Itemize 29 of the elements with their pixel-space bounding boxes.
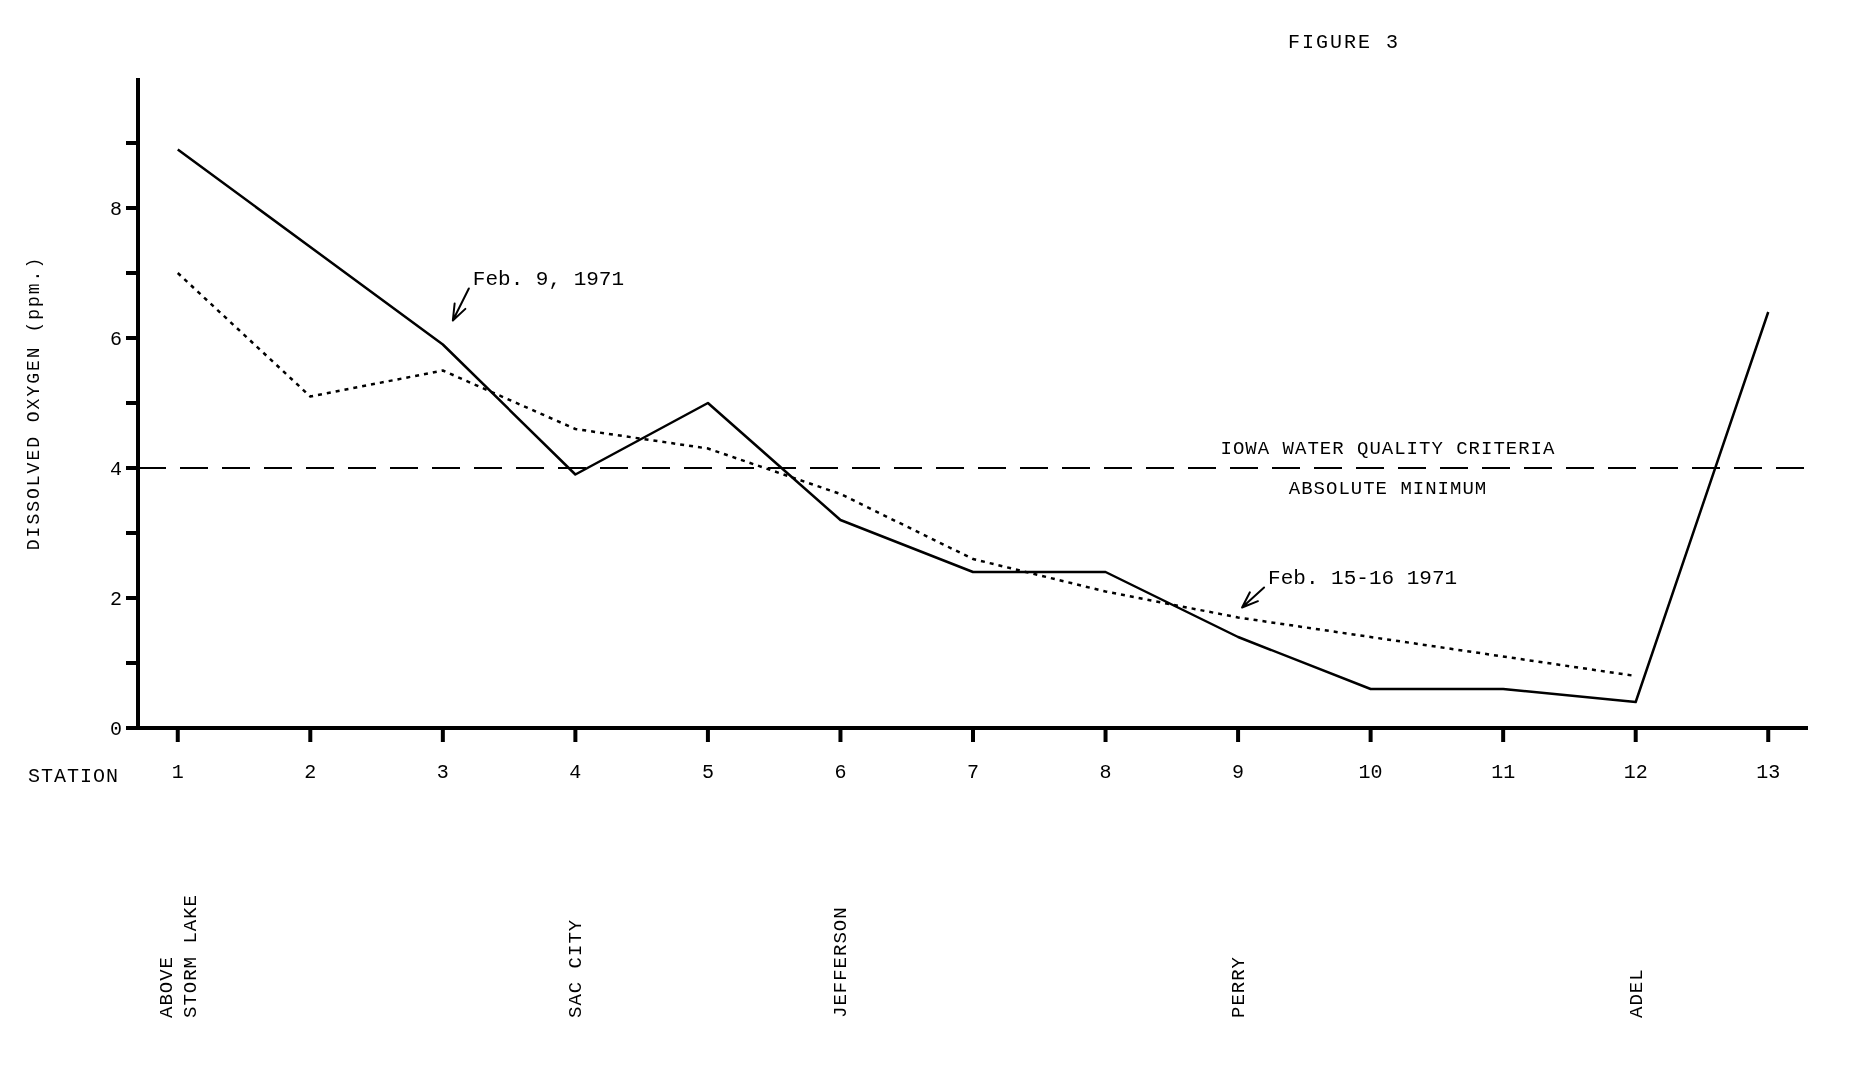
y-axis-title: DISSOLVED OXYGEN (ppm.) <box>24 255 45 551</box>
x-tick-label: 2 <box>304 761 317 785</box>
y-tick-label: 4 <box>109 458 122 481</box>
series-label: Feb. 15-16 1971 <box>1268 566 1458 590</box>
text: JEFFERSON <box>830 906 853 1018</box>
x-axis-title: STATION <box>28 765 120 788</box>
ref-line-label: IOWA WATER QUALITY CRITERIA ABSOLUTE MINIMUM <box>1220 438 1556 500</box>
x-tick-label: 9 <box>1232 761 1245 785</box>
x-tick-label: 10 <box>1358 761 1383 785</box>
text: Feb. 9, 1971 <box>472 267 625 291</box>
x-tick-label: 7 <box>966 761 980 785</box>
text: SAC CITY <box>565 918 588 1018</box>
y-tick-label: 6 <box>109 328 122 351</box>
x-tick-label: 5 <box>701 761 714 785</box>
x-tick-label: 1 <box>171 761 184 785</box>
y-tick-label: 0 <box>109 718 122 741</box>
x-tick-label: 3 <box>436 761 449 785</box>
text: ADEL <box>1625 968 1648 1018</box>
x-tick-label: 13 <box>1756 761 1781 785</box>
x-tick-label: 4 <box>569 761 582 785</box>
x-tick-label: 6 <box>834 761 847 785</box>
text: PERRY <box>1228 955 1251 1018</box>
chart-title: FIGURE 3 <box>1288 31 1401 54</box>
text: ABOVE STORM LAKE <box>155 893 202 1018</box>
x-tick-label: 12 <box>1623 761 1648 785</box>
x-tick-label: 8 <box>1099 761 1112 785</box>
y-tick-label: 2 <box>109 588 122 611</box>
x-tick-label: 11 <box>1491 761 1516 785</box>
y-tick-label: 8 <box>109 198 122 221</box>
